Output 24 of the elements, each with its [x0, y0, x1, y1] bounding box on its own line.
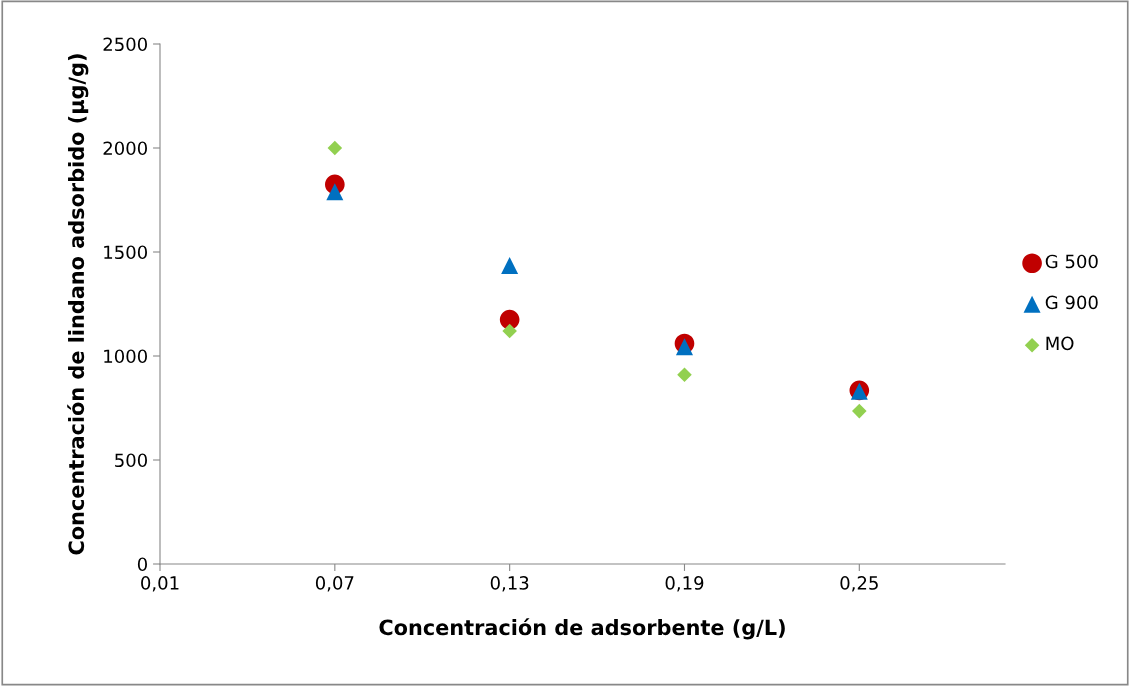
- point: [677, 367, 692, 382]
- y-tick-label: 2000: [103, 141, 147, 156]
- x-axis-title: Concentración de adsorbente (g/L): [379, 618, 785, 640]
- point: [501, 257, 519, 275]
- point: [675, 338, 693, 356]
- point: [499, 309, 520, 330]
- x-tick-label: 0,19: [665, 576, 704, 592]
- legend-label: G 500: [1045, 254, 1098, 269]
- legend-label: MO: [1046, 336, 1074, 351]
- point: [852, 403, 867, 419]
- x-tick-label: 0,13: [490, 576, 529, 592]
- legend-label: G 900: [1045, 295, 1098, 310]
- y-tick-label: 0: [137, 557, 147, 572]
- y-tick-label: 1500: [104, 245, 147, 260]
- y-tick-label: 500: [115, 453, 147, 468]
- y-tick-label: 1000: [104, 349, 147, 364]
- y-tick-label: 2500: [103, 37, 147, 52]
- point: [502, 323, 517, 339]
- x-tick-label: 0,07: [315, 576, 354, 592]
- x-tick-label: 0,25: [840, 576, 878, 592]
- point: [326, 183, 344, 201]
- x-tick-label: 0,01: [141, 576, 179, 592]
- y-axis-title: Concentración de lindano adsorbido (µg/g): [67, 54, 89, 555]
- point: [327, 140, 343, 156]
